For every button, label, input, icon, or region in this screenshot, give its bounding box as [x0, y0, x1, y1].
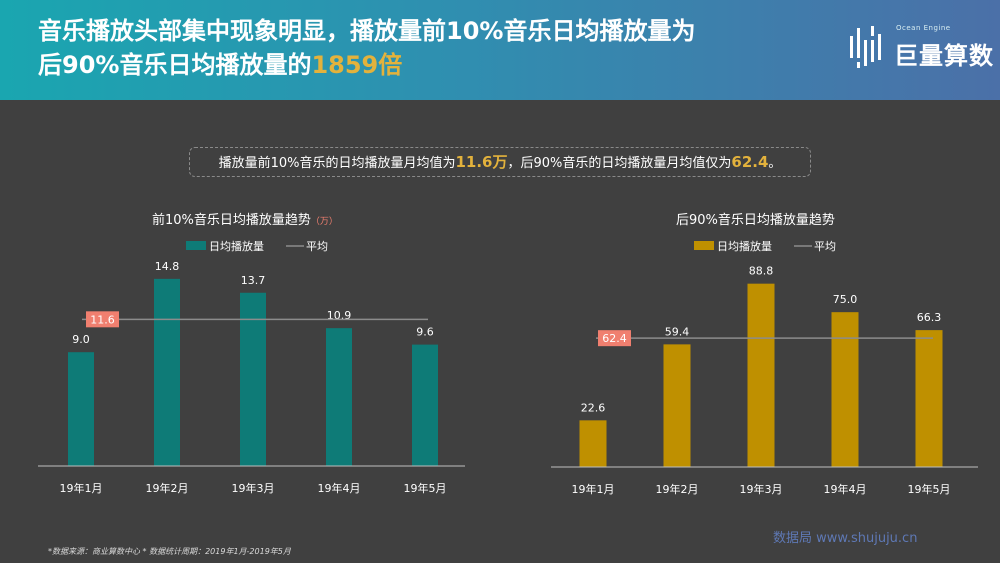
left-chart-bar — [240, 292, 266, 466]
right-chart-category-label: 19年4月 — [824, 482, 867, 496]
left-chart-legend-swatch — [186, 241, 206, 250]
left-chart-legend-avg-label: 平均 — [306, 240, 328, 253]
left-chart-legend-label: 日均播放量 — [209, 239, 264, 253]
header-banner: 音乐播放头部集中现象明显，播放量前10%音乐日均播放量为 后90%音乐日均播放量… — [0, 0, 1000, 100]
summary-part-1: 播放量前10%音乐的日均播放量月均值为 — [218, 156, 456, 171]
right-chart-average-label: 62.4 — [602, 332, 627, 345]
watermark: 数据局 www.shujuju.cn — [773, 531, 918, 546]
left-chart-title: 前10%音乐日均播放量趋势（万） — [152, 209, 338, 228]
right-chart-bar — [831, 312, 859, 467]
page-title: 音乐播放头部集中现象明显，播放量前10%音乐日均播放量为 后90%音乐日均播放量… — [38, 14, 798, 82]
right-chart-title: 后90%音乐日均播放量趋势 — [676, 209, 835, 228]
right-chart-bar — [915, 330, 943, 467]
left-chart-category-label: 19年2月 — [146, 481, 189, 495]
right-chart-value-label: 59.4 — [665, 325, 690, 338]
right-chart-legend-label: 日均播放量 — [717, 239, 772, 253]
right-chart-value-label: 22.6 — [581, 401, 606, 414]
summary-part-3: 。 — [768, 156, 782, 171]
logo-text: 巨量算数 — [894, 42, 994, 70]
left-chart-value-label: 9.0 — [72, 333, 90, 346]
logo-small-text: Ocean Engine — [896, 24, 951, 32]
footnote: *数据来源：商业算数中心 * 数据统计周期：2019年1月-2019年5月 — [48, 547, 291, 556]
left-chart-bar — [154, 278, 180, 466]
left-chart-unit: （万） — [310, 217, 338, 227]
brand-logo: Ocean Engine 巨量算数 — [848, 24, 998, 74]
right-chart-bar — [579, 420, 607, 467]
right-chart-legend-avg-label: 平均 — [814, 240, 836, 253]
right-chart-value-label: 88.8 — [749, 265, 774, 278]
left-chart-bar — [68, 352, 94, 466]
right-chart-title-text: 后90%音乐日均播放量趋势 — [676, 213, 835, 228]
left-chart-bar — [326, 328, 352, 466]
left-chart-bar — [412, 344, 438, 466]
left-chart-title-text: 前10%音乐日均播放量趋势 — [152, 213, 311, 228]
right-chart-category-label: 19年1月 — [572, 482, 615, 496]
left-chart-category-label: 19年5月 — [404, 481, 447, 495]
left-chart-value-label: 9.6 — [416, 326, 434, 339]
left-chart-category-label: 19年1月 — [60, 481, 103, 495]
left-chart-value-label: 10.9 — [327, 309, 352, 322]
summary-value-1: 11.6万 — [455, 153, 508, 171]
right-chart-category-label: 19年5月 — [908, 482, 951, 496]
right-chart-category-label: 19年2月 — [656, 482, 699, 496]
right-chart-average-badge — [598, 330, 631, 347]
summary-box: 播放量前10%音乐的日均播放量月均值为11.6万，后90%音乐的日均播放量月均值… — [189, 147, 811, 177]
title-highlight: 1859倍 — [311, 51, 403, 79]
left-chart-average-label: 11.6 — [90, 313, 115, 326]
right-chart-value-label: 75.0 — [833, 293, 858, 306]
right-chart-legend-swatch — [694, 241, 714, 250]
title-line-1: 音乐播放头部集中现象明显，播放量前10%音乐日均播放量为 — [38, 17, 696, 45]
left-chart-category-label: 19年4月 — [318, 481, 361, 495]
title-line-2: 后90%音乐日均播放量的1859倍 — [38, 48, 798, 82]
summary-part-2: ，后90%音乐的日均播放量月均值仅为 — [507, 156, 732, 171]
left-chart-value-label: 14.8 — [155, 260, 180, 273]
summary-value-2: 62.4 — [731, 153, 769, 171]
right-chart-category-label: 19年3月 — [740, 482, 783, 496]
left-chart-average-badge — [86, 311, 119, 328]
right-chart-bar — [747, 283, 775, 467]
title-line-2-prefix: 后90%音乐日均播放量的 — [38, 51, 312, 79]
left-chart-category-label: 19年3月 — [232, 481, 275, 495]
right-chart-value-label: 66.3 — [917, 311, 942, 324]
sound-wave-icon — [850, 26, 881, 68]
left-chart-value-label: 13.7 — [241, 274, 266, 287]
right-chart-bar — [663, 344, 691, 467]
